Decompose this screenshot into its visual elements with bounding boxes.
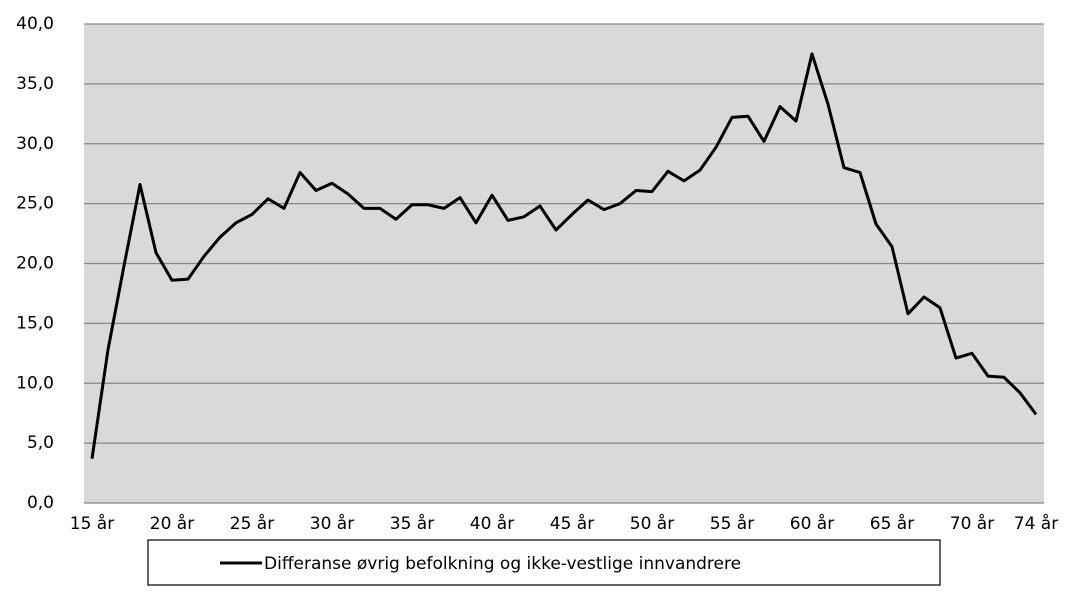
x-tick-label: 30 år xyxy=(310,513,354,534)
y-tick-label: 40,0 xyxy=(16,14,54,34)
y-tick-label: 25,0 xyxy=(16,194,54,214)
x-tick-label: 20 år xyxy=(150,513,194,534)
x-tick-label: 55 år xyxy=(710,513,754,534)
y-tick-label: 10,0 xyxy=(16,373,54,393)
x-tick-label: 74 år xyxy=(1014,513,1058,534)
x-tick-label: 35 år xyxy=(390,513,434,534)
y-tick-label: 15,0 xyxy=(16,313,54,333)
y-tick-label: 20,0 xyxy=(16,254,54,274)
series-line xyxy=(90,52,1038,459)
x-tick-label: 45 år xyxy=(550,513,594,534)
x-tick-label: 50 år xyxy=(630,513,674,534)
x-tick-label: 60 år xyxy=(790,513,834,534)
legend xyxy=(147,539,941,586)
y-tick-label: 35,0 xyxy=(16,74,54,94)
y-tick-label: 0,0 xyxy=(27,493,54,513)
x-tick-label: 70 år xyxy=(950,513,994,534)
legend-label: Differanse øvrig befolkning og ikke-vest… xyxy=(264,554,741,574)
x-tick-label: 15 år xyxy=(70,513,114,534)
x-tick-label: 25 år xyxy=(230,513,274,534)
x-tick-label: 40 år xyxy=(470,513,514,534)
y-tick-label: 5,0 xyxy=(27,433,54,453)
x-tick-label: 65 år xyxy=(870,513,914,534)
y-tick-label: 30,0 xyxy=(16,134,54,154)
